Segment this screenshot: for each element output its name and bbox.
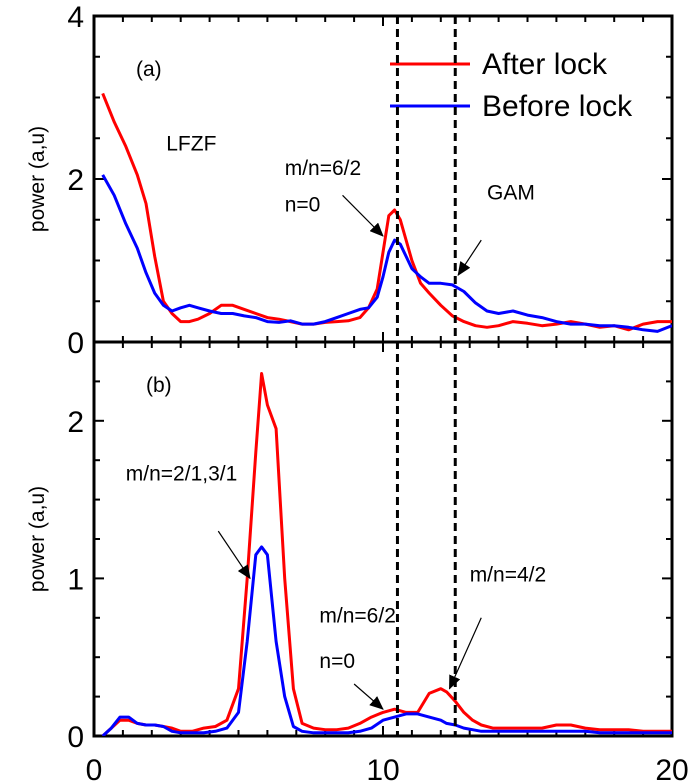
y-tick-label: 0 xyxy=(67,327,84,360)
annotation-arrow xyxy=(448,617,482,690)
legend-entry: After lock xyxy=(482,48,608,81)
y-tick-label: 2 xyxy=(67,406,84,439)
series-line-before-lock xyxy=(101,174,672,333)
panel-a: 0 2 4 power (a,u) (a) LFZF m/n=6/2 n=0 GAM After … xyxy=(26,1,674,360)
series-line-after-lock xyxy=(101,92,672,332)
y-tick-label: 2 xyxy=(67,164,84,197)
panel-label: (b) xyxy=(146,374,172,397)
annotation-arrow xyxy=(342,194,384,237)
y-tick-label: 0 xyxy=(67,721,84,754)
annotation-text: n=0 xyxy=(285,194,321,217)
series-line-before-lock xyxy=(101,545,672,736)
y-axis-label: power (a,u) xyxy=(26,486,49,592)
annotation-text: LFZF xyxy=(166,132,216,155)
annotation-text: GAM xyxy=(487,181,535,204)
y-tick-label: 1 xyxy=(67,563,84,596)
annotation-arrow xyxy=(457,239,482,277)
shared-elements xyxy=(395,16,457,736)
annotation-text: m/n=6/2 xyxy=(319,605,395,628)
panel-label: (a) xyxy=(136,58,162,81)
annotation-text: m/n=2/1,3/1 xyxy=(126,463,238,486)
series-line-after-lock xyxy=(101,372,672,736)
x-tick-label: 20 xyxy=(655,754,688,784)
annotation-text: m/n=6/2 xyxy=(285,157,361,180)
legend-entry: Before lock xyxy=(482,90,633,123)
annotation-arrow xyxy=(217,530,251,580)
x-tick-label: 0 xyxy=(86,754,103,784)
annotation-text: n=0 xyxy=(319,650,355,673)
y-axis-label: power (a,u) xyxy=(26,126,49,232)
x-tick-label: 10 xyxy=(366,754,399,784)
y-tick-label: 4 xyxy=(67,1,84,34)
plot-frame xyxy=(92,340,674,738)
annotation-arrow xyxy=(353,683,384,710)
annotation-text: m/n=4/2 xyxy=(470,564,546,587)
